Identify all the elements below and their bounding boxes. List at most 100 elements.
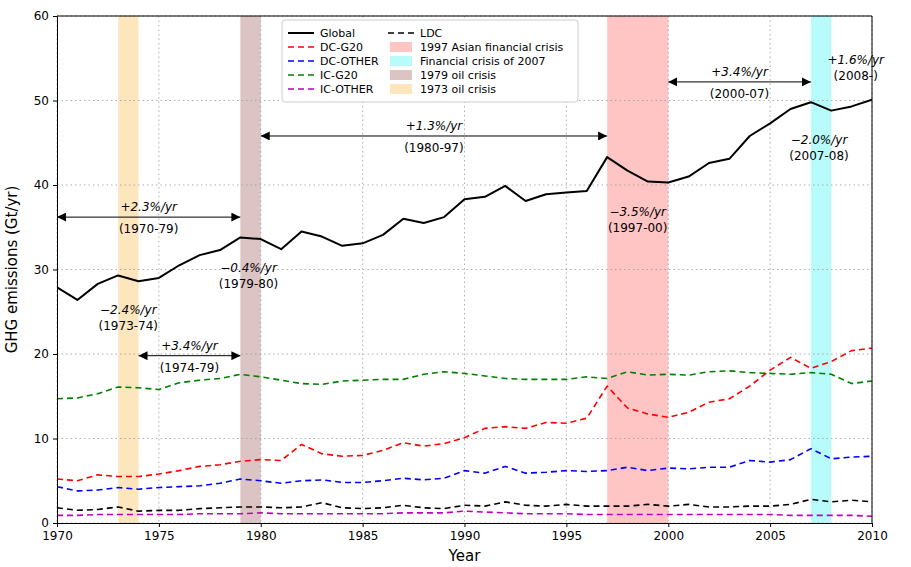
series-line <box>57 449 872 491</box>
tick: 50 <box>34 94 57 108</box>
legend: GlobalDC-G20DC-OTHERIC-G20IC-OTHER LDC199… <box>282 20 578 102</box>
series-line <box>57 100 872 300</box>
legend-label: IC-G20 <box>320 69 358 82</box>
legend-item: 1979 oil crisis <box>390 69 496 82</box>
tick-label: 1990 <box>450 529 481 543</box>
tick-mark <box>53 523 57 524</box>
tick: 60 <box>34 9 57 23</box>
x-axis-title: Year <box>448 547 482 565</box>
legend-item: 1997 Asian financial crisis <box>390 41 563 54</box>
chart-container: 1970197519801985199019952000200520100102… <box>0 0 911 567</box>
period-arrow <box>139 355 241 356</box>
tick-mark <box>159 523 160 527</box>
tick-mark <box>872 523 873 527</box>
rate-label: −3.5%/yr <box>609 205 667 219</box>
legend-swatch <box>390 42 412 52</box>
period-label: (2008-) <box>834 69 878 83</box>
period-label: (1974-79) <box>160 361 220 375</box>
legend-box <box>282 20 578 102</box>
legend-item: LDC <box>388 27 443 40</box>
tick-label: 1995 <box>552 529 583 543</box>
legend-swatch <box>288 46 314 48</box>
rate-label: −2.0%/yr <box>791 133 849 147</box>
tick-mark <box>668 523 669 527</box>
tick: 2000 <box>653 523 684 543</box>
tick-mark <box>770 523 771 527</box>
rate-label: +1.3%/yr <box>406 119 464 133</box>
legend-swatch <box>288 88 314 90</box>
rate-label: −0.4%/yr <box>220 261 278 275</box>
period-label: (1970-79) <box>119 222 179 236</box>
tick-label: 40 <box>34 178 49 192</box>
grid-line-y <box>57 16 872 17</box>
tick-mark <box>53 185 57 186</box>
tick-mark <box>566 523 567 527</box>
rate-label: +3.4%/yr <box>161 339 219 353</box>
tick: 2010 <box>857 523 888 543</box>
tick-label: 20 <box>34 347 49 361</box>
tick-label: 1980 <box>246 529 277 543</box>
plot-background <box>57 16 872 523</box>
tick-label: 2010 <box>857 529 888 543</box>
tick-label: 0 <box>41 516 49 530</box>
tick-mark <box>53 101 57 102</box>
grid-line-x <box>158 16 159 523</box>
legend-swatch <box>390 70 412 80</box>
y-axis: 0 10 20 30 40 50 60 <box>34 9 58 530</box>
rate-label: +1.6%/yr <box>827 53 885 67</box>
legend-label: Financial crisis of 2007 <box>420 55 545 68</box>
period-label: (1997-00) <box>608 221 668 235</box>
tick: 10 <box>34 432 57 446</box>
legend-swatch <box>388 32 414 34</box>
grid-line-y <box>57 354 872 355</box>
tick: 30 <box>34 263 57 277</box>
tick-label: 1975 <box>144 529 175 543</box>
tick-label: 50 <box>34 94 49 108</box>
legend-label: DC-G20 <box>320 41 363 54</box>
tick-label: 10 <box>34 432 49 446</box>
frame-top <box>57 16 872 17</box>
tick: 1995 <box>552 523 583 543</box>
tick-mark <box>465 523 466 527</box>
legend-item: Financial crisis of 2007 <box>390 55 545 68</box>
grid-line-x <box>770 16 771 523</box>
grid-line-x <box>668 16 669 523</box>
tick-mark <box>53 16 57 17</box>
period-label: (2007-08) <box>789 149 849 163</box>
period-arrow <box>668 81 811 82</box>
tick-label: 2000 <box>653 529 684 543</box>
grid-line-x <box>872 16 873 523</box>
tick-mark <box>53 270 57 271</box>
legend-item: IC-G20 <box>288 69 358 82</box>
tick-mark <box>363 523 364 527</box>
tick: 1985 <box>348 523 379 543</box>
tick: 20 <box>34 347 57 361</box>
tick-mark <box>53 439 57 440</box>
tick-label: 30 <box>34 263 49 277</box>
period-label: (1979-80) <box>219 277 279 291</box>
tick-label: 1970 <box>42 529 73 543</box>
tick: 40 <box>34 178 57 192</box>
tick: 1980 <box>246 523 277 543</box>
series-line <box>57 499 872 511</box>
tick-label: 60 <box>34 9 49 23</box>
legend-label: Global <box>320 27 355 40</box>
frame-right <box>872 16 873 523</box>
legend-swatch <box>390 56 412 66</box>
series-line <box>57 511 872 516</box>
period-label: (2000-07) <box>710 87 770 101</box>
legend-swatch <box>390 84 412 94</box>
axis-line <box>57 17 58 524</box>
legend-item: DC-OTHER <box>288 55 379 68</box>
legend-label: 1979 oil crisis <box>420 69 496 82</box>
legend-label: DC-OTHER <box>320 55 379 68</box>
tick: 0 <box>41 516 57 530</box>
tick-label: 1985 <box>348 529 379 543</box>
tick: 1990 <box>450 523 481 543</box>
tick-mark <box>53 354 57 355</box>
legend-item: IC-OTHER <box>288 83 374 96</box>
period-arrow <box>261 135 607 136</box>
series-lines <box>57 100 872 517</box>
legend-swatch <box>288 60 314 62</box>
rate-label: −2.4%/yr <box>100 303 158 317</box>
